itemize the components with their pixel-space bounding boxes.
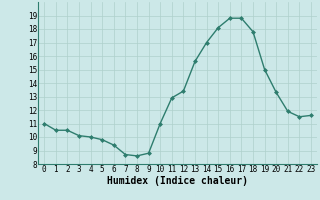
X-axis label: Humidex (Indice chaleur): Humidex (Indice chaleur) [107, 176, 248, 186]
